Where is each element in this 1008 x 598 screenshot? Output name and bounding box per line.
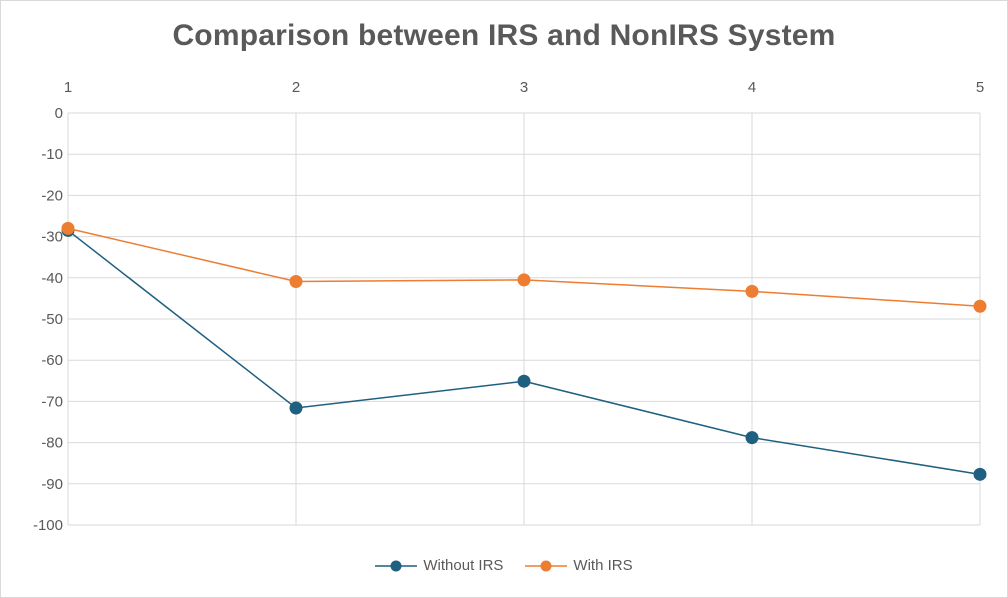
data-point [973,299,987,313]
legend-marker [525,560,568,571]
data-point [517,273,531,287]
y-tick-label: -100 [33,517,63,534]
chart-title: Comparison between IRS and NonIRS System [172,19,836,52]
y-tick-label: -30 [41,229,63,246]
x-tick-label: 4 [748,79,756,96]
legend-label: Without IRS [423,557,504,574]
legend-label: With IRS [573,557,633,574]
y-tick-label: -60 [41,352,63,369]
x-axis-tick-labels: 1 2 3 4 5 [64,79,984,96]
x-tick-label: 5 [976,79,984,96]
series-2 [61,221,987,313]
y-tick-label: -40 [41,270,63,287]
data-point [289,275,303,289]
y-tick-label: -50 [41,311,63,328]
vertical-gridlines [67,113,981,525]
legend-item: Without IRS [375,557,503,574]
y-tick-label: -90 [41,476,63,493]
y-tick-label: 0 [55,105,63,122]
y-tick-label: -10 [41,146,63,163]
legend-marker [375,560,418,571]
data-point [745,431,759,445]
y-tick-label: -80 [41,435,63,452]
chart-legend: Without IRS With IRS [1,557,1007,574]
data-point [517,374,531,388]
x-tick-label: 1 [64,79,72,96]
y-tick-label: -70 [41,393,63,410]
y-tick-label: -20 [41,187,63,204]
legend-item: With IRS [525,557,633,574]
data-point [61,221,75,235]
data-point [289,401,303,415]
x-tick-label: 3 [520,79,528,96]
x-tick-label: 2 [292,79,300,96]
y-axis-tick-labels: 0 -10 -20 -30 -40 -50 -60 -70 -80 -90 -100 [33,105,63,534]
data-point [745,284,759,298]
data-point [973,467,987,481]
